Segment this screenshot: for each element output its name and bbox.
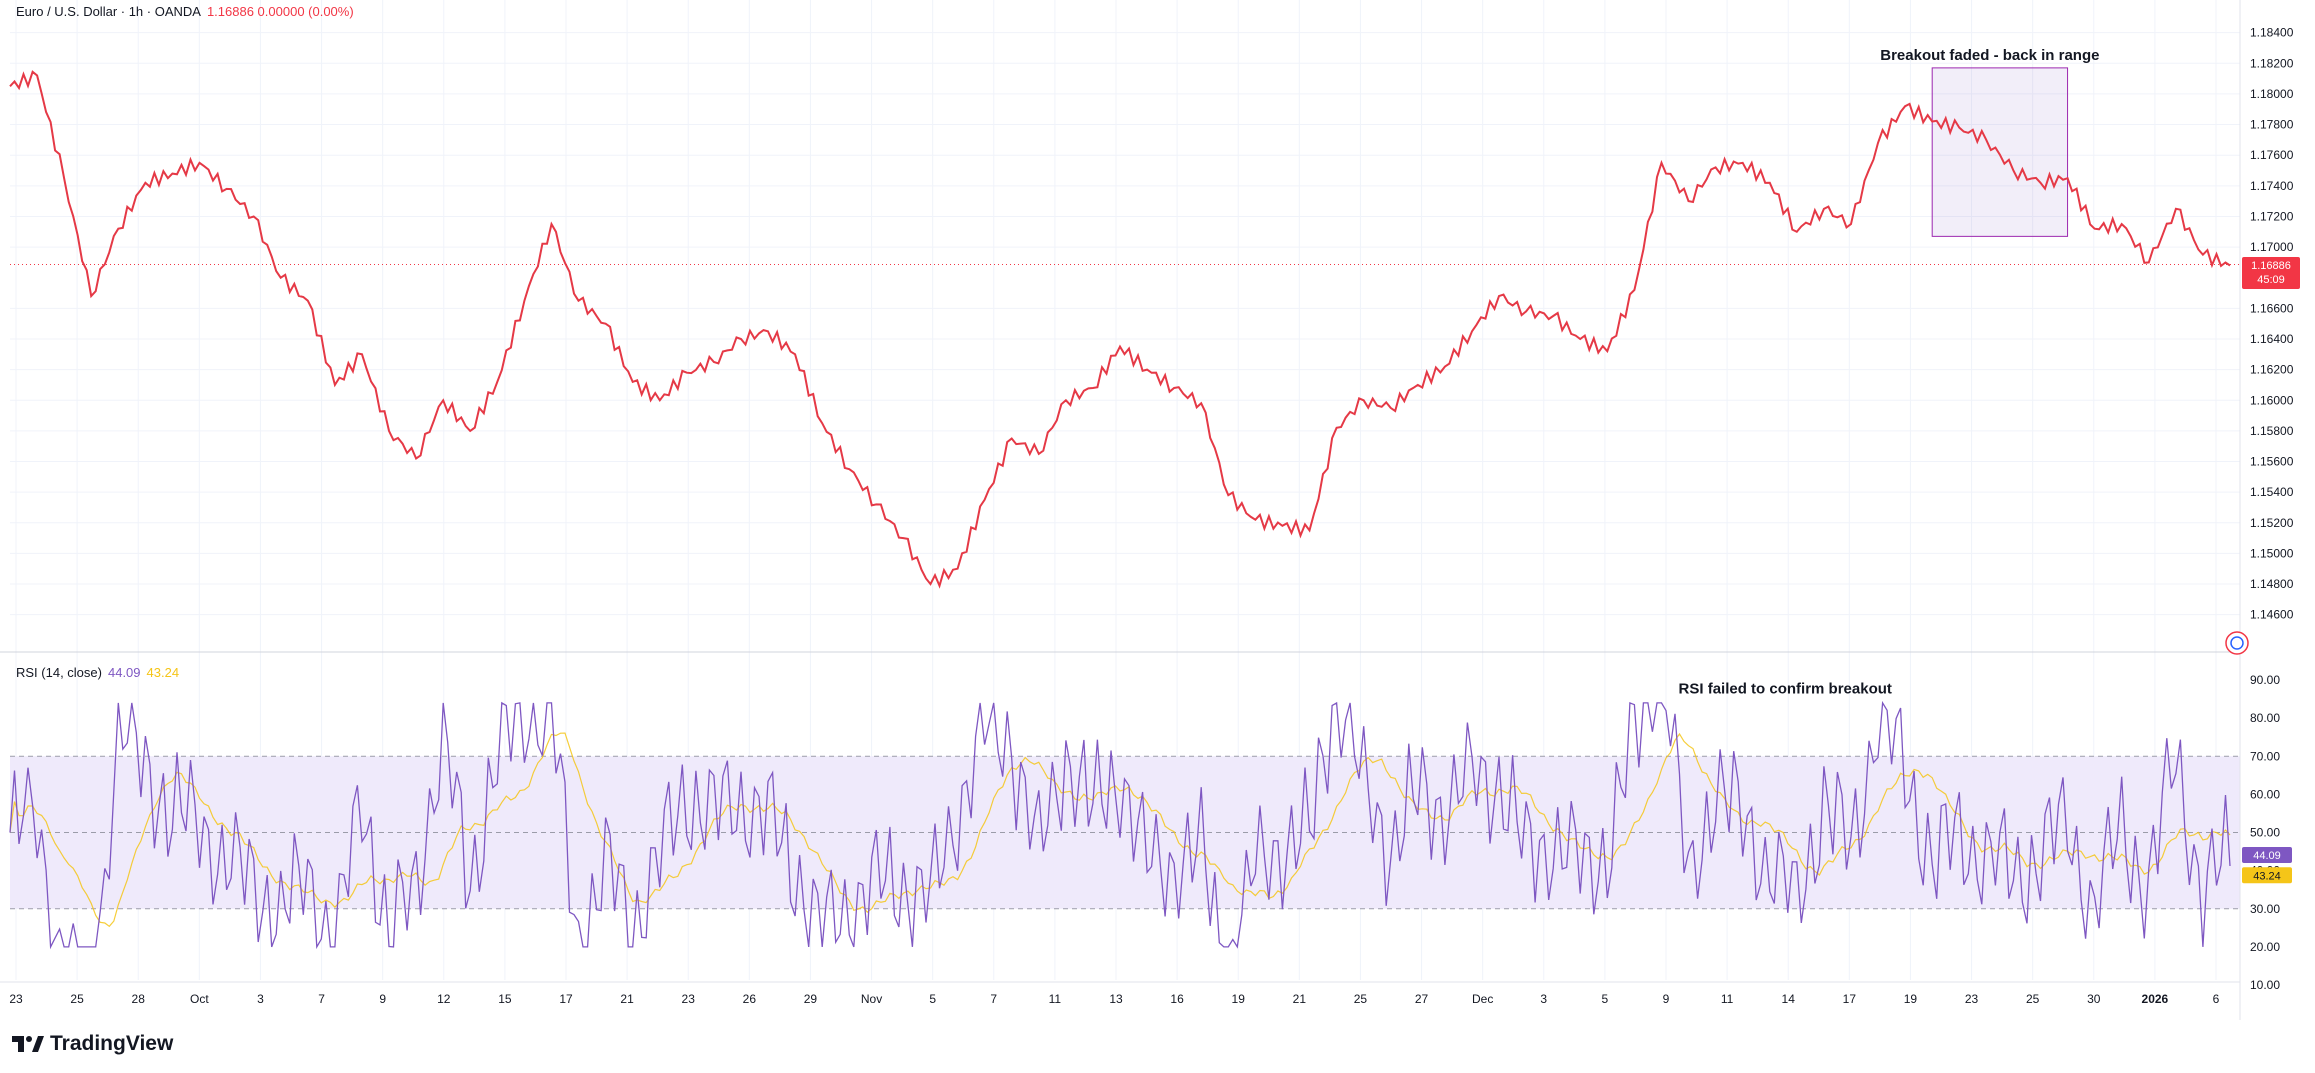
rsi-axis[interactable]: 90.0080.0070.0060.0050.0040.0030.0020.00… bbox=[2250, 673, 2280, 992]
time-tick-label: Oct bbox=[190, 992, 209, 1006]
rsi-tick-label: 50.00 bbox=[2250, 826, 2280, 840]
last-price-tag-value: 1.16886 bbox=[2251, 260, 2291, 272]
time-tick-label: 11 bbox=[1721, 992, 1734, 1006]
symbol-header[interactable]: Euro / U.S. Dollar · 1h · OANDA 1.16886 0… bbox=[16, 4, 354, 19]
rsi-label[interactable]: RSI (14, close) bbox=[16, 665, 102, 680]
price-tick-label: 1.18000 bbox=[2250, 87, 2294, 101]
time-tick-label: 21 bbox=[620, 992, 634, 1006]
price-tick-label: 1.16600 bbox=[2250, 301, 2294, 315]
realtime-icon[interactable] bbox=[2225, 631, 2249, 655]
time-tick-label: 17 bbox=[1843, 992, 1857, 1006]
time-tick-label: 17 bbox=[559, 992, 573, 1006]
price-tick-label: 1.17600 bbox=[2250, 148, 2294, 162]
time-tick-label: 7 bbox=[990, 992, 997, 1006]
price-tick-label: 1.17200 bbox=[2250, 209, 2294, 223]
price-tick-label: 1.14800 bbox=[2250, 577, 2294, 591]
price-tick-label: 1.17800 bbox=[2250, 118, 2294, 132]
rsi-ma-value-tag: 43.24 bbox=[2242, 867, 2292, 884]
breakout-annotation-text[interactable]: Breakout faded - back in range bbox=[1880, 47, 2099, 64]
price-tick-label: 1.17000 bbox=[2250, 240, 2294, 254]
ohlc-values: 1.16886 0.00000 (0.00%) bbox=[206, 4, 354, 19]
time-tick-label: 3 bbox=[257, 992, 264, 1006]
price-series-line bbox=[9, 70, 2231, 589]
rsi-legend[interactable]: RSI (14, close) 44.09 43.24 bbox=[16, 665, 179, 680]
rsi-ma-line bbox=[9, 732, 2231, 928]
tradingview-logo[interactable]: TradingView bbox=[12, 1032, 173, 1056]
rsi-tick-label: 10.00 bbox=[2250, 978, 2280, 992]
rsi-ma-value: 43.24 bbox=[146, 665, 180, 680]
rsi-tick-label: 70.00 bbox=[2250, 749, 2280, 763]
time-tick-label: 28 bbox=[132, 992, 146, 1006]
time-tick-label: Nov bbox=[861, 992, 882, 1006]
rsi-tick-label: 20.00 bbox=[2250, 940, 2280, 954]
time-tick-label: 13 bbox=[1109, 992, 1123, 1006]
time-tick-label: 5 bbox=[929, 992, 936, 1006]
price-tick-label: 1.17400 bbox=[2250, 179, 2294, 193]
time-tick-label: 16 bbox=[1170, 992, 1184, 1006]
price-tick-label: 1.15200 bbox=[2250, 516, 2294, 530]
time-tick-label: 23 bbox=[9, 992, 23, 1006]
time-tick-label: 27 bbox=[1415, 992, 1429, 1006]
price-tick-label: 1.14600 bbox=[2250, 608, 2294, 622]
time-tick-label: 19 bbox=[1904, 992, 1918, 1006]
time-tick-label: 5 bbox=[1602, 992, 1609, 1006]
last-price-tag: 1.16886 45:09 bbox=[2242, 257, 2300, 289]
time-tick-label: 21 bbox=[1293, 992, 1307, 1006]
time-tick-label: 30 bbox=[2087, 992, 2101, 1006]
price-axis[interactable]: 1.18400 1.18200 1.18000 1.17800 1.17600 1.174… bbox=[2250, 26, 2294, 622]
rsi-value-tag-box bbox=[2242, 847, 2292, 864]
rsi-tick-label: 90.00 bbox=[2250, 673, 2280, 687]
price-tick-label: 1.15600 bbox=[2250, 455, 2294, 469]
time-tick-label: 23 bbox=[682, 992, 696, 1006]
price-tick-label: 1.16200 bbox=[2250, 363, 2294, 377]
time-tick-label: Dec bbox=[1472, 992, 1493, 1006]
time-tick-label: 6 bbox=[2213, 992, 2220, 1006]
price-tick-label: 1.15400 bbox=[2250, 485, 2294, 499]
time-tick-label: 2026 bbox=[2142, 992, 2169, 1006]
time-tick-label: 3 bbox=[1540, 992, 1547, 1006]
rsi-value: 44.09 bbox=[107, 665, 141, 680]
time-tick-label: 11 bbox=[1049, 992, 1062, 1006]
tradingview-logo-text: TradingView bbox=[50, 1032, 174, 1055]
price-tick-label: 1.16000 bbox=[2250, 393, 2294, 407]
rsi-value-tag-text: 44.09 bbox=[2253, 850, 2281, 862]
symbol-title[interactable]: Euro / U.S. Dollar · 1h · OANDA bbox=[16, 4, 201, 19]
price-tick-label: 1.15000 bbox=[2250, 546, 2294, 560]
rsi-annotation-text[interactable]: RSI failed to confirm breakout bbox=[1679, 680, 1892, 697]
time-tick-label: 25 bbox=[2026, 992, 2040, 1006]
time-tick-label: 26 bbox=[743, 992, 757, 1006]
time-tick-label: 29 bbox=[804, 992, 818, 1006]
scroll-to-realtime-button[interactable] bbox=[2225, 631, 2249, 655]
last-price-tag-box bbox=[2242, 257, 2300, 289]
price-tick-label: 1.18400 bbox=[2250, 26, 2294, 40]
time-tick-label: 19 bbox=[1232, 992, 1246, 1006]
time-tick-label: 7 bbox=[318, 992, 325, 1006]
time-tick-label: 9 bbox=[1663, 992, 1670, 1006]
time-tick-label: 12 bbox=[437, 992, 451, 1006]
realtime-icon-inner bbox=[2230, 636, 2244, 650]
time-tick-label: 23 bbox=[1965, 992, 1979, 1006]
price-tick-label: 1.15800 bbox=[2250, 424, 2294, 438]
time-tick-label: 9 bbox=[379, 992, 386, 1006]
time-tick-label: 25 bbox=[70, 992, 84, 1006]
rsi-ma-value-tag-box bbox=[2242, 867, 2292, 884]
rsi-ma-value-tag-text: 43.24 bbox=[2253, 870, 2281, 882]
price-tick-label: 1.18200 bbox=[2250, 56, 2294, 70]
rsi-value-tag: 44.09 bbox=[2242, 847, 2292, 864]
countdown-tag-value: 45:09 bbox=[2257, 274, 2285, 286]
time-axis[interactable]: 23 25 28 Oct 3 7 9 12 15 17 21 23 26 29 Nov 5 7 11 13 16 19 2… bbox=[9, 992, 2219, 1006]
rsi-line bbox=[9, 700, 2231, 950]
tradingview-logo-icon bbox=[12, 1036, 44, 1052]
breakout-annotation-box[interactable] bbox=[1931, 67, 2069, 237]
rsi-tick-label: 80.00 bbox=[2250, 711, 2280, 725]
time-tick-label: 14 bbox=[1782, 992, 1796, 1006]
time-tick-label: 25 bbox=[1354, 992, 1368, 1006]
rsi-tick-label: 60.00 bbox=[2250, 787, 2280, 801]
rsi-tick-label: 30.00 bbox=[2250, 902, 2280, 916]
price-tick-label: 1.16400 bbox=[2250, 332, 2294, 346]
time-tick-label: 15 bbox=[498, 992, 512, 1006]
